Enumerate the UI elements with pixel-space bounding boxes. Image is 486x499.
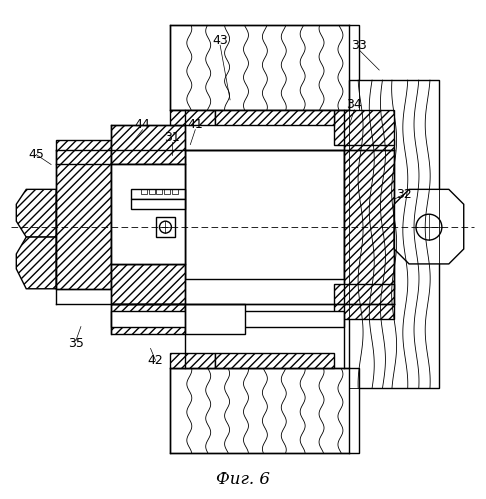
Bar (171, 368, 359, 453)
Text: 42: 42 (148, 354, 163, 367)
Bar (111, 304, 185, 333)
Bar (56, 140, 111, 289)
Bar (149, 189, 155, 194)
Bar (111, 125, 185, 165)
Text: 35: 35 (68, 337, 84, 350)
Bar (334, 110, 394, 145)
Bar (171, 110, 215, 125)
Bar (349, 80, 439, 388)
Bar (131, 199, 185, 209)
Bar (140, 189, 147, 194)
Bar (185, 150, 345, 279)
Polygon shape (17, 237, 56, 289)
Text: 45: 45 (28, 148, 44, 161)
Text: 34: 34 (347, 98, 362, 111)
Bar (111, 311, 345, 326)
Bar (171, 353, 215, 368)
Bar (111, 165, 185, 264)
Bar (345, 140, 394, 289)
Bar (156, 189, 162, 194)
Text: 31: 31 (165, 131, 180, 144)
Text: 43: 43 (212, 34, 228, 47)
Polygon shape (394, 189, 464, 264)
Bar (334, 284, 394, 318)
Bar (173, 189, 178, 194)
Bar (171, 25, 359, 110)
Bar (111, 264, 185, 304)
Bar (164, 189, 171, 194)
Text: 33: 33 (351, 39, 367, 52)
Bar (156, 217, 175, 237)
Bar (131, 189, 185, 199)
Bar (215, 110, 334, 125)
Polygon shape (17, 189, 56, 237)
Bar (215, 353, 334, 368)
Text: Фиг. 6: Фиг. 6 (216, 471, 270, 488)
Text: 44: 44 (135, 118, 151, 131)
Text: 32: 32 (396, 188, 412, 201)
Bar (185, 304, 245, 333)
Text: 41: 41 (188, 118, 203, 131)
